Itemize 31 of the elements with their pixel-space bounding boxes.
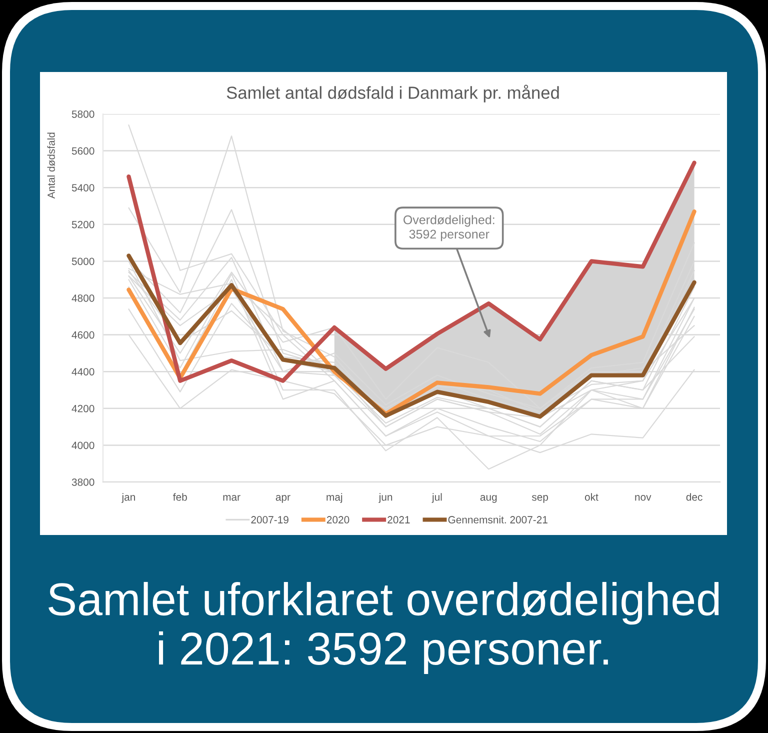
chart-title: Samlet antal dødsfald i Danmark pr. måned — [226, 84, 559, 102]
x-tick-label: okt — [584, 493, 598, 501]
x-tick-label: jan — [122, 493, 135, 503]
text: Samlet uforklaret overdødelighed i 2021: 3592 personer. — [48, 582, 719, 674]
x-tick-label: jun — [378, 493, 392, 503]
y-tick-label: 3800 — [72, 478, 94, 486]
y-tick-label: 5800 — [72, 110, 94, 118]
legend-label: Gennemsnit. 2007-21 — [448, 516, 548, 524]
y-tick-label: 4200 — [72, 404, 94, 412]
x-tick-label: jul — [432, 493, 442, 503]
legend-label: 2020 — [326, 516, 350, 524]
x-tick-label: nov — [635, 495, 652, 501]
x-tick-label: mar — [223, 495, 240, 501]
y-tick-label: 5200 — [72, 220, 94, 228]
legend-label: 2007-19 — [251, 516, 288, 524]
x-tick-label: aug — [480, 495, 497, 503]
y-tick-label: 5400 — [72, 184, 94, 192]
y-axis-title: Antal dødsfald — [47, 132, 56, 199]
x-tick-label: apr — [276, 495, 290, 503]
y-tick-label: 5600 — [72, 147, 94, 155]
x-tick-label: feb — [173, 493, 187, 501]
y-tick-label: 5000 — [72, 258, 94, 266]
y-tick-label: 4000 — [72, 442, 94, 450]
annotation: Overdødelighed: 3592 personer — [404, 215, 494, 242]
y-tick-label: 4600 — [72, 331, 94, 339]
x-tick-label: maj — [326, 493, 342, 503]
legend-label: 2021 — [388, 516, 410, 524]
x-tick-label: sep — [532, 495, 548, 503]
y-tick-label: 4400 — [72, 368, 94, 376]
y-tick-label: 4800 — [72, 294, 94, 302]
x-tick-label: dec — [686, 493, 702, 501]
